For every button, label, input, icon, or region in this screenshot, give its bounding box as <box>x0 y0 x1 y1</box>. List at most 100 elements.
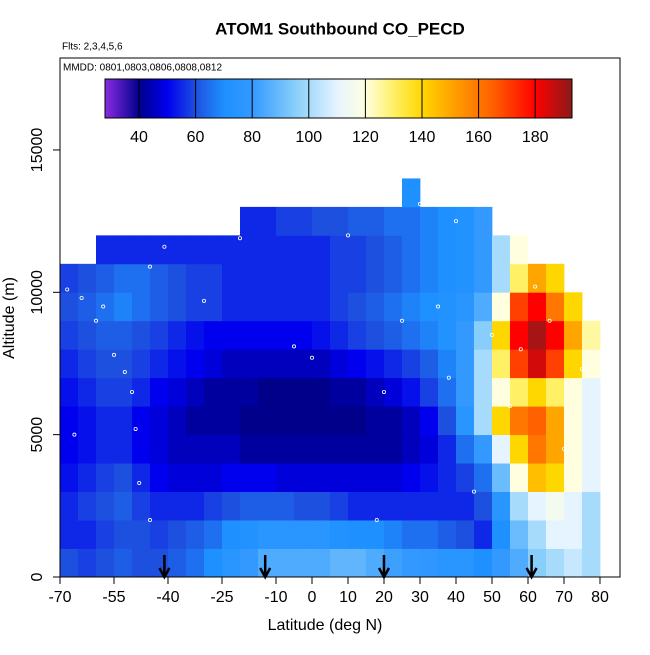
heat-cell <box>365 320 385 350</box>
heat-cell <box>275 263 295 293</box>
heat-cell <box>77 491 97 521</box>
heat-cell <box>383 320 403 350</box>
sample-point <box>374 518 379 523</box>
colorbar-segment <box>337 79 366 118</box>
colorbar-tick-label: 140 <box>409 129 436 146</box>
heat-cell <box>293 292 313 322</box>
heat-cell <box>149 292 169 322</box>
heat-cell <box>275 463 295 492</box>
heat-cell <box>77 349 97 379</box>
heat-cell <box>491 292 511 322</box>
heat-cell <box>473 206 493 236</box>
heat-cell <box>455 434 475 464</box>
x-tick-label: 80 <box>591 589 609 606</box>
heat-cell <box>77 548 97 578</box>
x-tick-label: -70 <box>48 589 71 606</box>
sample-point <box>435 304 440 309</box>
heat-cell <box>437 406 457 436</box>
sample-point <box>417 202 422 207</box>
heat-cell <box>275 548 295 578</box>
heat-cell <box>347 235 367 265</box>
heat-cell <box>329 520 349 549</box>
heat-cell <box>401 434 421 464</box>
heat-cell <box>167 377 187 407</box>
heat-cell <box>113 377 133 407</box>
heat-cell <box>203 520 223 549</box>
heat-cell <box>491 463 511 492</box>
heat-cell <box>527 520 547 549</box>
heat-cell <box>455 263 475 293</box>
sample-point <box>381 389 386 394</box>
heat-cell <box>60 548 79 578</box>
heat-cell <box>113 491 133 521</box>
heat-cell <box>491 349 511 379</box>
heat-cell <box>221 292 241 322</box>
heat-cell <box>221 491 241 521</box>
colorbar-tick-label: 100 <box>295 129 322 146</box>
sample-point <box>93 318 98 323</box>
heat-cell <box>131 548 151 578</box>
heat-cell <box>473 320 493 350</box>
heat-cell <box>401 491 421 521</box>
heat-cell <box>239 377 259 407</box>
heat-cell <box>563 491 583 521</box>
sample-point <box>489 333 494 338</box>
heat-cell <box>455 320 475 350</box>
heat-cell <box>95 434 115 464</box>
heat-cell <box>581 377 601 407</box>
colorbar-segment <box>252 79 295 118</box>
sample-point <box>101 304 106 309</box>
heat-cell <box>473 263 493 293</box>
heat-cell <box>203 377 223 407</box>
colorbar-segment <box>167 79 196 118</box>
heat-cell <box>293 491 313 521</box>
heat-cell <box>437 491 457 521</box>
heat-cell <box>419 320 439 350</box>
colorbar-segment <box>294 79 338 118</box>
heat-cell <box>455 406 475 436</box>
x-tick-label: 70 <box>555 589 573 606</box>
heat-cell <box>347 463 367 492</box>
heat-cell <box>563 463 583 492</box>
heat-cell <box>113 463 133 492</box>
colorbar-segment <box>105 79 140 118</box>
heat-cell <box>419 263 439 293</box>
heat-cell <box>383 263 403 293</box>
heat-cell <box>167 548 187 578</box>
heat-cell <box>437 235 457 265</box>
colorbar-frame <box>104 78 573 119</box>
heat-cell <box>293 434 313 464</box>
heat-cell <box>401 320 421 350</box>
sample-point <box>129 389 134 394</box>
sample-point <box>162 244 167 249</box>
colorbar-segment <box>421 79 451 118</box>
heat-cell <box>491 548 511 578</box>
heat-cell <box>365 463 385 492</box>
heat-cell <box>311 434 331 464</box>
heat-cell <box>581 349 601 379</box>
heat-cell <box>365 491 385 521</box>
heat-cell <box>401 548 421 578</box>
heat-cell <box>437 434 457 464</box>
heat-cell <box>455 292 475 322</box>
heat-cell <box>437 320 457 350</box>
heat-cell <box>347 377 367 407</box>
heat-cell <box>149 406 169 436</box>
heat-cell <box>221 349 241 379</box>
heat-cell <box>563 349 583 379</box>
heat-cell <box>275 206 295 236</box>
colorbar-tick-label: 120 <box>352 129 379 146</box>
heat-cell <box>185 491 205 521</box>
heat-cell <box>185 292 205 322</box>
heat-cell <box>131 235 151 265</box>
sample-point <box>291 344 296 349</box>
heat-cell <box>491 377 511 407</box>
heat-cell <box>203 320 223 350</box>
heat-cell <box>455 235 475 265</box>
heat-cell <box>95 263 115 293</box>
heat-cell <box>311 377 331 407</box>
heat-cell <box>275 235 295 265</box>
heat-cell <box>293 206 313 236</box>
heat-cell <box>509 377 529 407</box>
heat-cell <box>60 463 79 492</box>
